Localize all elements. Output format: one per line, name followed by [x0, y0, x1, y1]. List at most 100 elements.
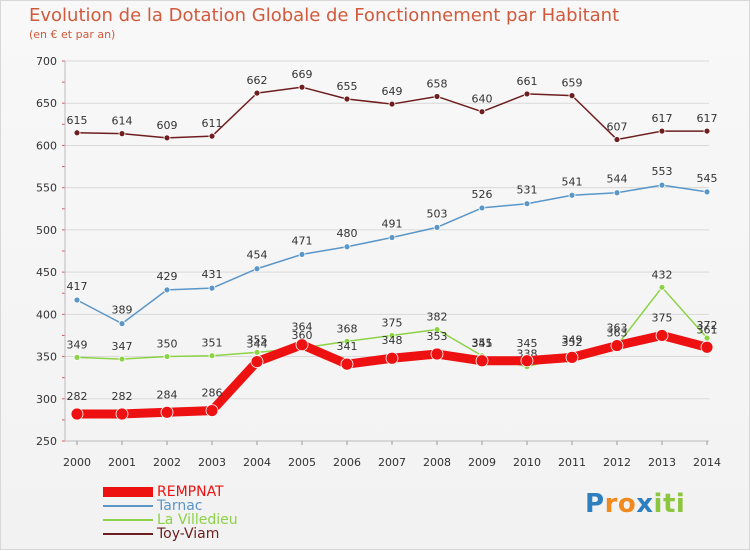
x-tick-label: 2014	[693, 456, 721, 469]
data-label-toy-viam: 609	[157, 119, 178, 132]
data-label-toy-viam: 614	[112, 115, 133, 128]
legend-label: Tarnac	[157, 498, 203, 514]
data-label-rempnat: 361	[697, 323, 718, 336]
data-label-tarnac: 429	[157, 270, 178, 283]
y-tick-label: 250	[36, 435, 57, 448]
data-label-tarnac: 545	[697, 172, 718, 185]
legend-label: REMPNAT	[157, 484, 224, 500]
data-point-tarnac	[253, 265, 261, 273]
data-point-tarnac	[613, 189, 621, 197]
data-label-toy-viam: 669	[292, 68, 313, 81]
data-label-toy-viam: 611	[202, 117, 223, 130]
logo-letter: P	[585, 489, 605, 519]
data-label-toy-viam: 658	[427, 77, 448, 90]
data-label-tarnac: 389	[112, 304, 133, 317]
legend-swatch	[103, 505, 153, 507]
data-point-la-villedieu	[388, 332, 396, 339]
data-label-rempnat: 345	[472, 337, 493, 350]
x-tick-label: 2005	[288, 456, 316, 469]
data-label-toy-viam: 617	[697, 112, 718, 125]
data-label-tarnac: 431	[202, 268, 223, 281]
data-point-la-villedieu	[658, 283, 666, 291]
data-label-tarnac: 531	[517, 184, 538, 197]
data-point-tarnac	[523, 200, 531, 208]
legend-swatch	[103, 519, 153, 521]
data-label-rempnat: 375	[652, 311, 673, 324]
legend-swatch	[103, 533, 153, 535]
data-point-toy-viam	[298, 83, 306, 91]
data-point-toy-viam	[118, 130, 126, 138]
y-tick-label: 550	[36, 182, 57, 195]
data-point-toy-viam	[613, 136, 621, 143]
data-label-toy-viam: 662	[247, 74, 268, 87]
data-label-toy-viam: 661	[517, 75, 538, 88]
y-tick-label: 450	[36, 266, 57, 279]
data-label-tarnac: 454	[247, 249, 268, 262]
data-point-toy-viam	[478, 108, 486, 116]
data-point-tarnac	[163, 286, 171, 294]
data-label-la-villedieu: 350	[157, 338, 178, 351]
data-label-tarnac: 417	[67, 280, 88, 293]
data-point-rempnat	[700, 340, 714, 354]
data-point-rempnat	[115, 407, 129, 421]
data-label-rempnat: 345	[517, 337, 538, 350]
data-point-rempnat	[205, 404, 219, 418]
data-point-rempnat	[295, 338, 309, 352]
data-label-tarnac: 544	[607, 173, 628, 186]
data-label-la-villedieu: 363	[607, 327, 628, 340]
y-tick-label: 650	[36, 97, 57, 110]
data-label-la-villedieu: 355	[247, 333, 268, 346]
data-label-rempnat: 286	[202, 387, 223, 400]
data-point-tarnac	[298, 250, 306, 258]
y-tick-label: 400	[36, 308, 57, 321]
data-point-tarnac	[478, 204, 486, 212]
chart-title: Evolution de la Dotation Globale de Fonc…	[29, 5, 620, 26]
x-tick-label: 2004	[243, 456, 271, 469]
data-point-rempnat	[475, 354, 489, 368]
x-tick-label: 2003	[198, 456, 226, 469]
legend-item: Toy-Viam	[103, 527, 238, 541]
data-point-rempnat	[655, 329, 669, 342]
data-point-tarnac	[343, 243, 351, 251]
y-tick-label: 300	[36, 393, 57, 406]
x-tick-label: 2013	[648, 456, 676, 469]
data-point-rempnat	[520, 354, 534, 368]
data-label-tarnac: 541	[562, 175, 583, 188]
data-label-tarnac: 480	[337, 227, 358, 240]
data-point-la-villedieu	[163, 353, 171, 360]
x-tick-label: 2012	[603, 456, 631, 469]
data-label-rempnat: 349	[562, 333, 583, 346]
data-point-rempnat	[385, 351, 399, 365]
x-tick-label: 2009	[468, 456, 496, 469]
data-label-toy-viam: 640	[472, 93, 493, 106]
data-point-toy-viam	[658, 127, 666, 135]
data-label-toy-viam: 607	[607, 121, 628, 134]
x-tick-label: 2001	[108, 456, 136, 469]
y-tick-label: 500	[36, 224, 57, 237]
data-point-la-villedieu	[118, 355, 126, 363]
chart-legend: REMPNAT Tarnac La Villedieu Toy-Viam	[103, 485, 238, 541]
legend-item: La Villedieu	[103, 513, 238, 527]
data-point-toy-viam	[163, 134, 171, 142]
data-point-tarnac	[703, 188, 711, 196]
data-label-rempnat: 344	[247, 338, 268, 351]
data-label-la-villedieu: 382	[427, 311, 448, 324]
data-point-rempnat	[340, 357, 354, 371]
data-label-toy-viam: 659	[562, 77, 583, 90]
data-point-tarnac	[658, 181, 666, 189]
data-label-la-villedieu: 351	[472, 337, 493, 350]
data-label-toy-viam: 615	[67, 114, 88, 127]
data-point-toy-viam	[433, 93, 441, 100]
data-label-la-villedieu: 352	[562, 336, 583, 349]
data-label-tarnac: 471	[292, 234, 313, 247]
logo-letter: i	[675, 489, 686, 519]
x-tick-label: 2007	[378, 456, 406, 469]
data-point-tarnac	[568, 191, 576, 199]
data-point-rempnat	[565, 350, 579, 364]
y-tick-label: 700	[36, 55, 57, 68]
chart-subtitle: (en € et par an)	[29, 28, 116, 41]
data-label-tarnac: 503	[427, 207, 448, 220]
data-point-toy-viam	[388, 100, 396, 108]
data-point-la-villedieu	[73, 353, 81, 361]
data-label-la-villedieu: 375	[382, 316, 403, 329]
